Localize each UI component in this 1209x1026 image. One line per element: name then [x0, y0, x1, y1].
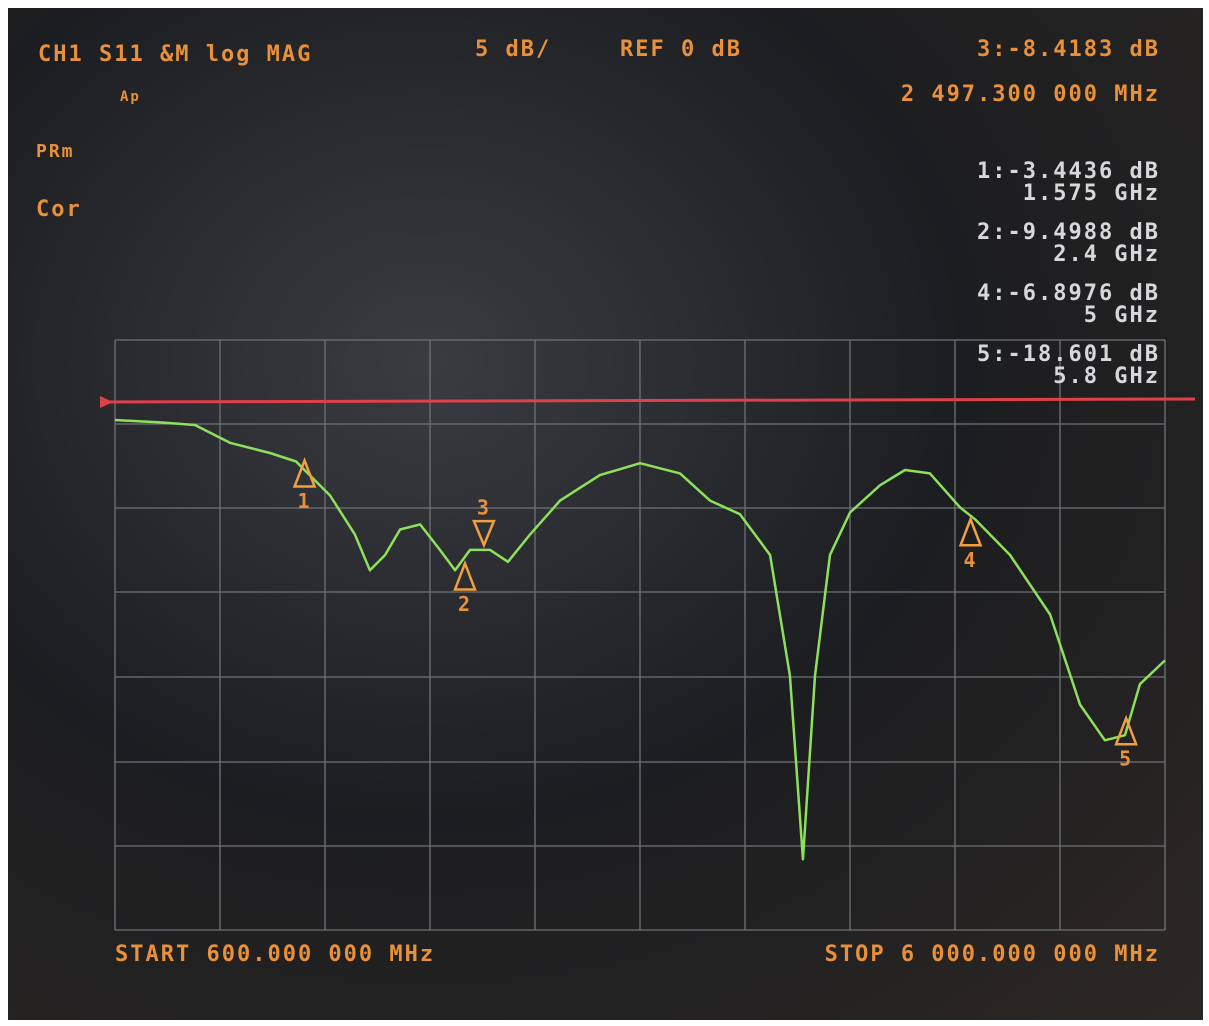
marker — [453, 559, 477, 591]
trace — [114, 418, 1166, 861]
marker-frequency: 1.575 GHz — [1023, 181, 1160, 206]
marker-label: 2 — [458, 592, 472, 616]
scale-label: 5 dB/ — [475, 37, 551, 62]
marker-frequency: 2.4 GHz — [1053, 242, 1160, 267]
marker-label: 4 — [964, 548, 978, 572]
status-label: PRm — [36, 141, 75, 162]
marker — [958, 515, 983, 547]
marker-readout: 1:-3.4436 dB — [977, 159, 1160, 184]
marker-readout: 5:-18.601 dB — [977, 342, 1160, 367]
active-marker-readout: 3:-8.4183 dB — [977, 37, 1160, 62]
marker-readout: 4:-6.8976 dB — [977, 281, 1160, 306]
trace-title: CH1 S11 &M log MAG — [38, 42, 312, 67]
marker-frequency: 5 GHz — [1084, 303, 1160, 328]
status-label: Cor — [36, 197, 82, 222]
marker-label: 3 — [477, 496, 491, 520]
graticule — [114, 339, 1166, 931]
marker-label: 5 — [1119, 747, 1133, 771]
active-marker-frequency: 2 497.300 000 MHz — [901, 82, 1160, 107]
screen-background — [8, 8, 1203, 1020]
marker-readout: 2:-9.4988 dB — [977, 220, 1160, 245]
stop-label: STOP 6 000.000 000 MHz — [825, 942, 1160, 967]
marker-frequency: 5.8 GHz — [1053, 364, 1160, 389]
reference-arrow — [100, 396, 113, 408]
marker — [1114, 714, 1138, 746]
status-label: Ap — [120, 89, 141, 105]
start-label: START 600.000 000 MHz — [115, 942, 435, 967]
marker — [292, 457, 317, 488]
ref-label: REF 0 dB — [620, 37, 742, 62]
reference-line — [102, 397, 1196, 404]
marker-label: 1 — [298, 489, 312, 513]
marker — [472, 519, 496, 549]
